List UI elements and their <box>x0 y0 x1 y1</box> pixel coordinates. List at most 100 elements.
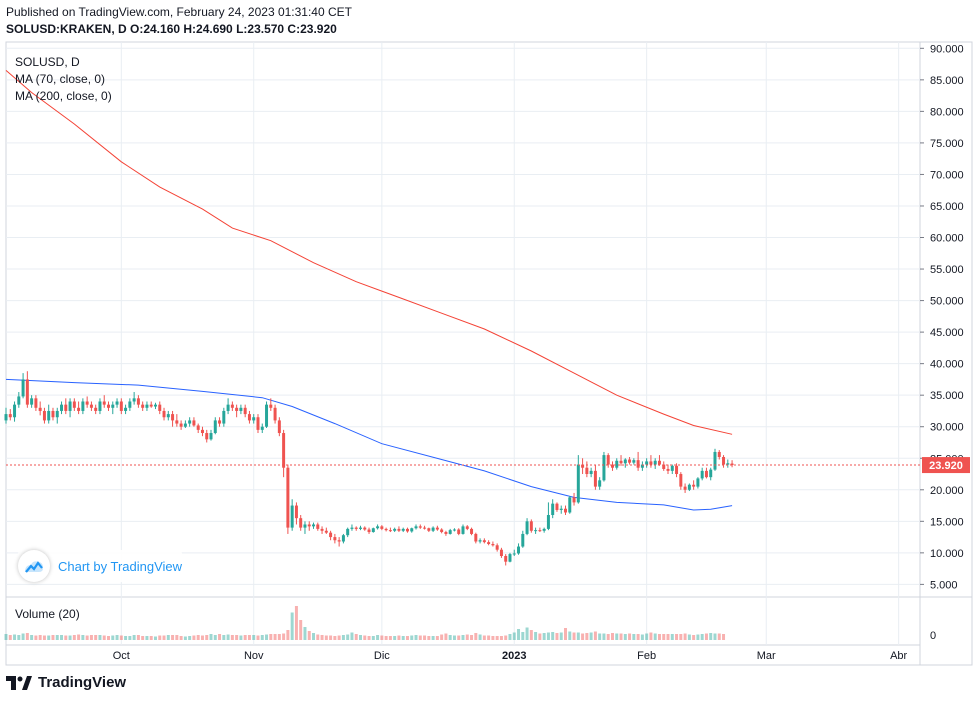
candle-body <box>192 420 196 426</box>
legend-ma70[interactable]: MA (70, close, 0) <box>15 72 106 86</box>
candle-body <box>316 524 320 529</box>
candle-body <box>183 423 187 427</box>
chart-by-tradingview-badge[interactable]: Chart by TradingView <box>18 550 183 582</box>
candle-body <box>42 410 46 421</box>
candle-body <box>111 404 115 408</box>
volume-bar <box>341 635 345 640</box>
candle-body <box>115 401 119 405</box>
candle-body <box>640 464 644 468</box>
candle-body <box>367 529 371 533</box>
volume-bar <box>657 634 661 640</box>
volume-bar <box>628 633 632 640</box>
candle-body <box>628 459 632 463</box>
candle-body <box>265 404 269 427</box>
volume-bar <box>179 636 183 640</box>
volume-bar <box>576 632 580 640</box>
volume-bar <box>64 635 68 640</box>
candle-body <box>675 465 679 475</box>
volume-bar <box>504 635 508 640</box>
last-price-tag <box>922 457 970 474</box>
volume-bar <box>606 634 610 640</box>
volume-bar <box>474 633 478 640</box>
volume-bar <box>247 635 251 640</box>
volume-bar <box>286 630 290 640</box>
volume-bar <box>51 635 55 640</box>
volume-bar <box>427 636 431 640</box>
volume-bar <box>115 635 119 640</box>
candle-body <box>602 455 606 481</box>
volume-bar <box>692 635 696 640</box>
volume-bar <box>687 634 691 640</box>
candle-body <box>247 414 251 421</box>
volume-bar <box>196 635 200 640</box>
candle-body <box>538 530 542 532</box>
volume-bar <box>98 635 102 640</box>
candle-body <box>320 528 324 531</box>
candle-body <box>657 460 661 465</box>
candle-body <box>213 420 217 434</box>
volume-bar <box>649 632 653 640</box>
volume-bar <box>581 633 585 640</box>
volume-bar <box>273 634 277 640</box>
candle-body <box>30 398 34 405</box>
candle-body <box>572 497 576 503</box>
candle-body <box>388 530 392 532</box>
candle-body <box>683 486 687 490</box>
volume-bar <box>354 634 358 640</box>
candle-body <box>359 527 362 529</box>
candle-body <box>47 410 51 421</box>
y-tick-label: 45.000 <box>930 327 964 339</box>
volume-bar <box>371 636 375 640</box>
volume-bar <box>572 632 576 640</box>
volume-axis-label: 0 <box>930 630 936 642</box>
volume-bar <box>529 630 533 640</box>
volume-bar <box>435 636 439 640</box>
candle-body <box>542 528 546 531</box>
volume-bar <box>324 635 328 640</box>
candle-body <box>243 407 247 415</box>
volume-bar <box>89 635 93 640</box>
candle-body <box>239 407 243 411</box>
volume-bar <box>709 633 713 640</box>
volume-bar <box>230 635 234 640</box>
volume-bar <box>632 634 636 640</box>
y-tick-label: 30.000 <box>930 422 964 434</box>
candle-body <box>495 545 499 550</box>
candle-body <box>521 533 525 547</box>
volume-bar <box>200 635 204 640</box>
candle-body <box>21 379 25 397</box>
candle-body <box>405 528 409 532</box>
ohlc-header: SOLUSD:KRAKEN, D O:24.160 H:24.690 L:23.… <box>6 22 337 36</box>
volume-bar <box>68 635 72 640</box>
candle-body <box>632 460 636 463</box>
candle-body <box>226 404 230 411</box>
candle-body <box>709 469 713 478</box>
volume-bar <box>717 633 721 640</box>
candle-body <box>615 460 619 468</box>
candle-body <box>89 404 93 408</box>
candle-body <box>504 556 508 562</box>
y-tick-label: 90.000 <box>930 43 964 55</box>
volume-bar <box>38 635 42 640</box>
candle-body <box>141 404 145 408</box>
chart-frame <box>5 41 973 666</box>
volume-bar <box>235 635 239 640</box>
candle-body <box>269 404 273 408</box>
volume-bar <box>85 635 89 640</box>
volume-bar <box>290 612 294 640</box>
volume-bar <box>397 635 401 640</box>
candle-body <box>662 464 666 469</box>
volume-bar <box>465 634 469 640</box>
y-tick-label: 40.000 <box>930 359 964 371</box>
candle-body <box>435 527 439 530</box>
volume-bar <box>393 636 397 640</box>
candle-body <box>687 484 691 490</box>
legend-ma200[interactable]: MA (200, close, 0) <box>15 89 112 103</box>
y-tick-label: 15.000 <box>930 516 964 528</box>
volume-bar <box>359 635 362 640</box>
legend-volume[interactable]: Volume (20) <box>15 607 80 621</box>
x-tick-label: Feb <box>637 650 656 662</box>
footer-brand[interactable]: TradingView <box>6 674 126 691</box>
candle-body <box>478 540 482 542</box>
